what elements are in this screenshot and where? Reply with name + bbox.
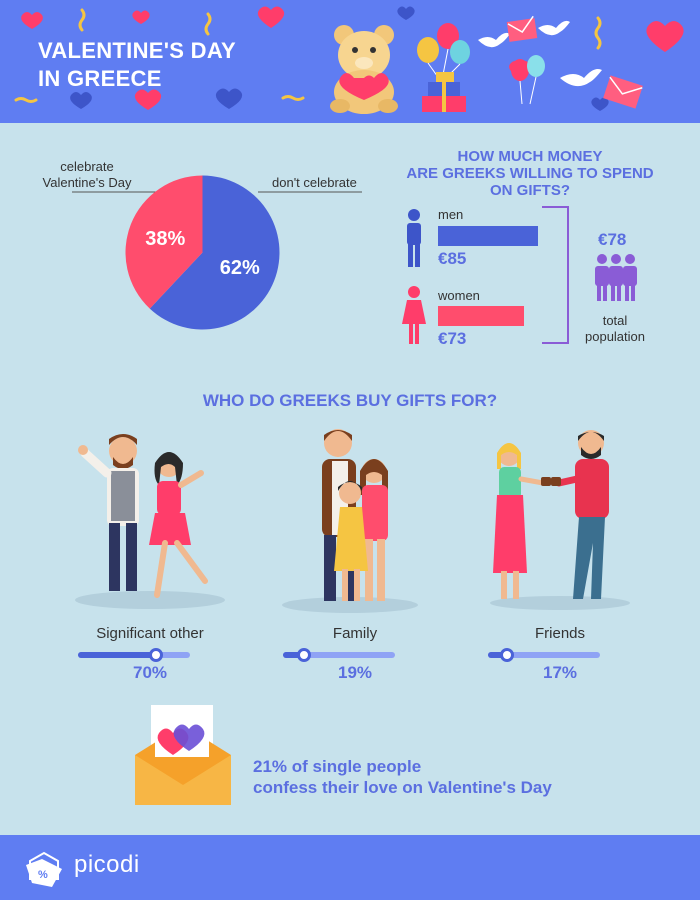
confession-line: 21% of single people — [253, 757, 422, 776]
spending-title-line: ARE GREEKS WILLING TO SPEND — [406, 165, 654, 182]
picodi-logo-icon: % — [26, 851, 62, 887]
woman-icon — [402, 286, 426, 344]
gift-progress-fill — [78, 652, 157, 658]
envelope-icon — [506, 15, 643, 109]
couple-illustration — [75, 434, 225, 609]
love-letter-icon — [135, 705, 231, 805]
main-content: celebrate Valentine's Day don't celebrat… — [0, 123, 700, 835]
family-illustration — [282, 429, 418, 613]
pie-leader-lines — [72, 191, 362, 193]
confession-line: confess their love on Valentine's Day — [253, 778, 552, 797]
women-label: women — [438, 288, 480, 303]
svg-text:%: % — [38, 869, 48, 881]
pie-label-line: celebrate — [60, 159, 114, 174]
gift-progress-fill — [488, 652, 508, 658]
gift-icon — [422, 72, 466, 112]
gift-progress-knob — [149, 648, 164, 662]
gift-group-percent: 19% — [337, 663, 373, 682]
gift-group-label: Significant other — [96, 625, 204, 642]
pie-slice — [125, 175, 203, 309]
total-label-line: total — [602, 313, 628, 328]
men-value: €85 — [438, 249, 467, 268]
man-icon — [407, 209, 421, 267]
teddy-bear-icon — [330, 25, 398, 114]
balloon-icon — [417, 23, 545, 105]
dove-icon — [478, 20, 602, 87]
page-title: VALENTINE'S DAY IN GREECE — [38, 37, 236, 93]
gift-progress-fill — [283, 652, 305, 658]
gift-group-percent: 17% — [542, 663, 578, 682]
men-label: men — [438, 207, 464, 222]
gift-group-percent: 70% — [132, 663, 168, 682]
pie-slice — [149, 175, 280, 330]
title-line: IN GREECE — [38, 66, 162, 91]
total-label: total population — [570, 313, 660, 345]
pie-slice-label: 62% — [220, 257, 260, 279]
gift-progress-track — [283, 648, 395, 662]
bracket-line — [542, 206, 569, 344]
friends-illustration — [490, 430, 630, 610]
spending-title: HOW MUCH MONEY ARE GREEKS WILLING TO SPE… — [396, 148, 664, 199]
header-decoration — [14, 6, 684, 114]
men-bar — [438, 226, 538, 246]
gifts-title: WHO DO GREEKS BUY GIFTS FOR? — [202, 391, 498, 410]
confetti-icon — [14, 8, 602, 103]
gift-progress-track — [78, 648, 190, 662]
pie-chart: 62% 38% — [125, 175, 280, 335]
group-icon — [595, 254, 637, 301]
pie-label-dont: don't celebrate — [272, 175, 357, 190]
pie-label-line: Valentine's Day — [42, 175, 132, 190]
total-value: €78 — [598, 230, 627, 249]
gift-progress-track — [488, 648, 600, 662]
gift-group-label: Family — [332, 625, 378, 642]
spending-title-line: ON GIFTS? — [490, 182, 570, 199]
total-label-line: population — [585, 329, 645, 344]
gift-progress-knob — [500, 648, 515, 662]
pie-slice-label: 38% — [145, 228, 185, 250]
heart-icon — [70, 6, 609, 111]
spending-title-line: HOW MUCH MONEY — [457, 148, 603, 165]
gift-progress-knob — [297, 648, 312, 662]
confession-text: 21% of single people confess their love … — [253, 756, 552, 798]
women-value: €73 — [438, 329, 467, 348]
women-bar — [438, 306, 524, 326]
pie-label-celebrate: celebrate Valentine's Day — [33, 159, 141, 191]
gift-group-label: Friends — [534, 625, 586, 642]
title-line: VALENTINE'S DAY — [38, 38, 236, 63]
footer: % picodi — [0, 835, 700, 900]
header-banner: VALENTINE'S DAY IN GREECE — [0, 0, 700, 123]
pie-chart-svg: 62% 38% — [125, 175, 280, 330]
brand-name: picodi — [74, 851, 140, 878]
